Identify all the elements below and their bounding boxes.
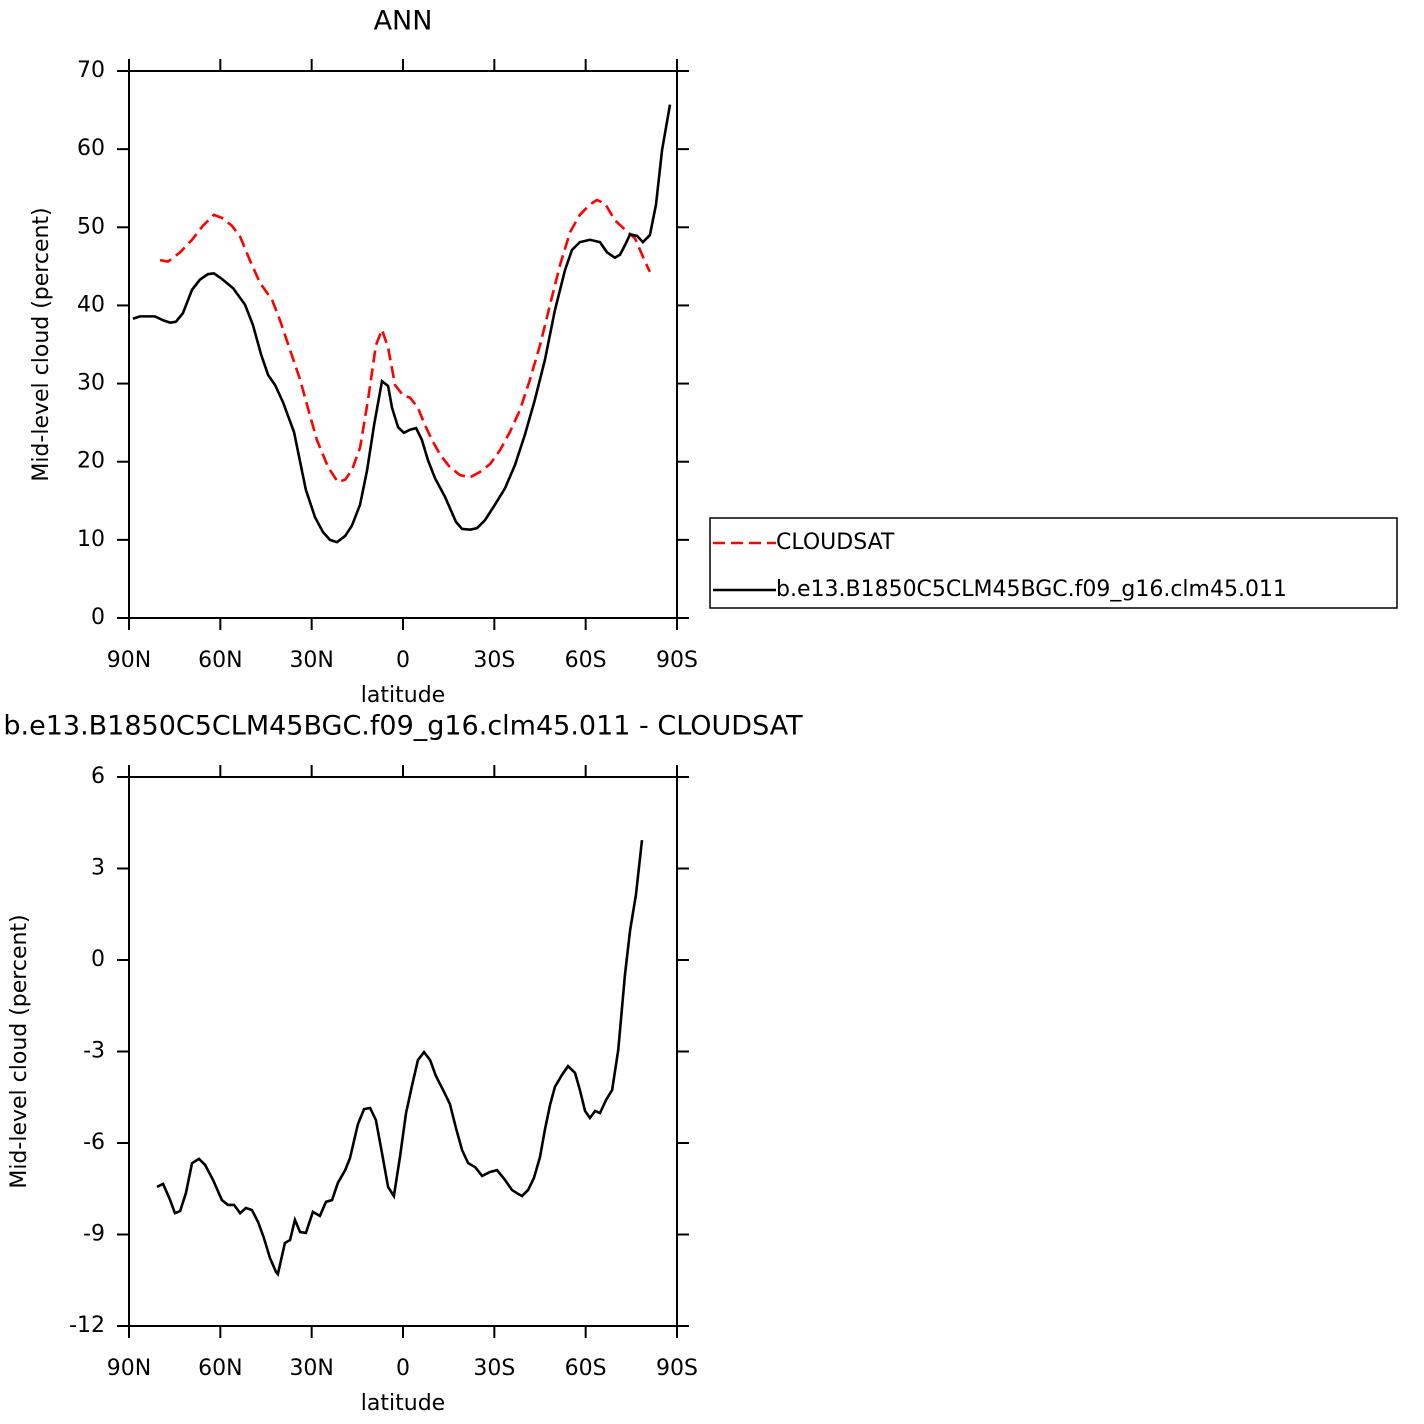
x-tick-label: 30S [473, 648, 515, 673]
x-tick-label: 60S [565, 1356, 607, 1381]
plot-frame [128, 70, 678, 619]
x-axis-label: latitude [361, 683, 445, 708]
data-line [156, 839, 644, 1277]
y-tick-label: -6 [83, 1130, 105, 1155]
x-tick-label: 90N [107, 1356, 151, 1381]
x-tick-label: 60N [198, 1356, 242, 1381]
x-tick-label: 60S [565, 648, 607, 673]
data-line [159, 198, 652, 484]
x-tick-label: 0 [396, 1356, 410, 1381]
panel: b.e13.B1850C5CLM45BGC.f09_g16.clm45.011 … [3, 711, 803, 1417]
panel: ANN 0 10 20 30 40 50 60 70 90N 60N 30N 0 30S 60S 90S lat… [29, 6, 1398, 708]
y-tick-label: -12 [69, 1313, 105, 1338]
chart-title: ANN [374, 6, 433, 37]
y-tick-label: 3 [91, 856, 105, 881]
y-tick-label: 6 [91, 764, 105, 789]
x-axis-label: latitude [361, 1391, 445, 1416]
x-tick-label: 30N [289, 1356, 333, 1381]
chart-title: b.e13.B1850C5CLM45BGC.f09_g16.clm45.011 … [3, 711, 803, 742]
y-tick-label: 50 [77, 214, 105, 239]
legend-label: CLOUDSAT [776, 530, 895, 555]
y-tick-label: 70 [77, 58, 105, 83]
y-tick-label: 20 [77, 449, 105, 474]
x-tick-label: 30S [473, 1356, 515, 1381]
y-tick-label: 60 [77, 136, 105, 161]
x-tick-label: 60N [198, 648, 242, 673]
legend-label: b.e13.B1850C5CLM45BGC.f09_g16.clm45.011 [776, 577, 1287, 602]
y-tick-label: 30 [77, 371, 105, 396]
y-tick-label: 0 [91, 605, 105, 630]
y-axis-label: Mid-level cloud (percent) [7, 914, 32, 1188]
y-tick-label: -3 [83, 1039, 105, 1064]
y-axis-label: Mid-level cloud (percent) [29, 207, 54, 481]
plot-frame [128, 776, 678, 1327]
y-tick-label: -9 [83, 1222, 105, 1247]
x-tick-label: 30N [289, 648, 333, 673]
data-line [132, 104, 672, 544]
y-tick-label: 10 [77, 527, 105, 552]
x-tick-label: 90S [656, 648, 698, 673]
x-tick-label: 90N [107, 648, 151, 673]
y-tick-label: 0 [91, 947, 105, 972]
x-tick-label: 90S [656, 1356, 698, 1381]
y-tick-label: 40 [77, 292, 105, 317]
x-tick-label: 0 [396, 648, 410, 673]
legend-box [709, 517, 1398, 609]
